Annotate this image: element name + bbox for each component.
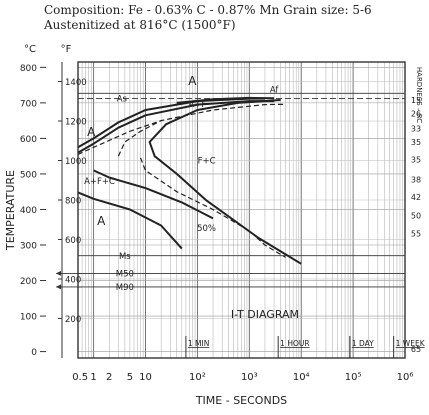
x-tick-label: 5 bbox=[127, 372, 133, 383]
hardness-tick-label: 35 bbox=[411, 138, 421, 147]
y-tick-label-c: 600 bbox=[20, 135, 37, 145]
y-tick-label-c: 500 bbox=[20, 170, 37, 180]
y-tick-label-f: 1000 bbox=[65, 157, 87, 167]
x-tick-label: 0.5 bbox=[72, 372, 88, 383]
y-tick-label-c: 200 bbox=[20, 277, 37, 287]
x-tick-label: 1 bbox=[90, 372, 96, 383]
hardness-tick-label: 38 bbox=[411, 175, 421, 184]
time-marker-label: 1 DAY bbox=[352, 339, 374, 348]
region-label: A+F bbox=[189, 100, 207, 110]
hardness-tick-label: 15 bbox=[411, 96, 421, 105]
y-tick-label-c: 300 bbox=[20, 242, 37, 252]
marks: °C °F010020030040050060070080014001200100… bbox=[20, 44, 426, 383]
y-tick-label-c: 800 bbox=[20, 64, 37, 74]
transformation-curve bbox=[148, 99, 302, 265]
region-label: M50 bbox=[116, 270, 134, 280]
curves bbox=[77, 96, 302, 265]
y-tick-label-f: 400 bbox=[65, 275, 81, 285]
y-tick-label-f: 200 bbox=[65, 315, 81, 325]
transformation-curve bbox=[93, 169, 214, 220]
composition-line: Composition: Fe - 0.63% C - 0.87% Mn Gra… bbox=[44, 3, 372, 17]
region-label: A+F+C bbox=[84, 177, 115, 187]
x-tick-label: 10⁴ bbox=[293, 372, 310, 383]
transformation-curve bbox=[77, 97, 265, 149]
transformation-curve bbox=[176, 96, 275, 104]
y-tick-label-f: 800 bbox=[65, 196, 81, 206]
region-label: M90 bbox=[116, 283, 134, 293]
region-label: A bbox=[87, 125, 96, 139]
y-tick-label-c: 700 bbox=[20, 99, 37, 109]
time-marker-label: 1 WEEK bbox=[396, 339, 426, 348]
y-tick-label-c: 100 bbox=[20, 313, 37, 323]
m-arrow-head bbox=[56, 270, 61, 276]
hardness-axis-title: HARDNESS – RC bbox=[415, 67, 423, 123]
transformation-curve bbox=[77, 191, 183, 250]
x-tick-label: 10² bbox=[189, 372, 206, 383]
region-label: 50% bbox=[197, 224, 216, 234]
y-tick-label-f: 600 bbox=[65, 236, 81, 246]
region-label: Ms bbox=[119, 252, 131, 262]
region-label: As bbox=[117, 95, 128, 105]
region-label: A bbox=[97, 214, 106, 228]
transformation-curve bbox=[117, 120, 162, 157]
region-label: F+C bbox=[198, 157, 216, 167]
x-axis-title: TIME - SECONDS bbox=[195, 394, 287, 407]
y-tick-label-c: 0 bbox=[31, 348, 37, 358]
hardness-tick-label: 35 bbox=[411, 156, 421, 165]
y-tick-label-f: 1200 bbox=[65, 118, 87, 128]
austenitized-line: Austenitized at 816°C (1500°F) bbox=[44, 18, 236, 32]
hardness-tick-label: 42 bbox=[411, 193, 421, 202]
hardness-tick-label: 26 bbox=[411, 110, 421, 119]
y-tick-label-c: 400 bbox=[20, 206, 37, 216]
hardness-tick-label: 55 bbox=[411, 229, 421, 238]
x-tick-label: 10⁵ bbox=[345, 372, 362, 383]
x-tick-label: 10⁶ bbox=[397, 372, 414, 383]
x-tick-label: 10³ bbox=[241, 372, 258, 383]
m-arrow-head bbox=[56, 284, 61, 290]
region-label: Af bbox=[270, 86, 280, 96]
y-unit-label: °F bbox=[61, 44, 72, 55]
y-unit-label: °C bbox=[24, 44, 36, 55]
x-tick-label: 2 bbox=[106, 372, 112, 383]
region-label: A bbox=[188, 74, 197, 88]
chart-title: I-T DIAGRAM bbox=[231, 308, 299, 321]
hardness-tick-label: 65 bbox=[411, 345, 421, 354]
hardness-tick-label: 33 bbox=[411, 124, 421, 133]
transformation-curve bbox=[77, 100, 275, 154]
y-tick-label-f: 1400 bbox=[65, 78, 87, 88]
y-axis-title: TEMPERATURE bbox=[4, 170, 17, 251]
x-tick-label: 10 bbox=[139, 372, 152, 383]
plot-frame bbox=[77, 61, 406, 359]
transformation-curve bbox=[139, 157, 286, 258]
time-marker-label: 1 HOUR bbox=[280, 339, 309, 348]
time-marker-label: 1 MIN bbox=[188, 339, 209, 348]
grid bbox=[61, 62, 405, 358]
hardness-tick-label: 50 bbox=[411, 212, 421, 221]
